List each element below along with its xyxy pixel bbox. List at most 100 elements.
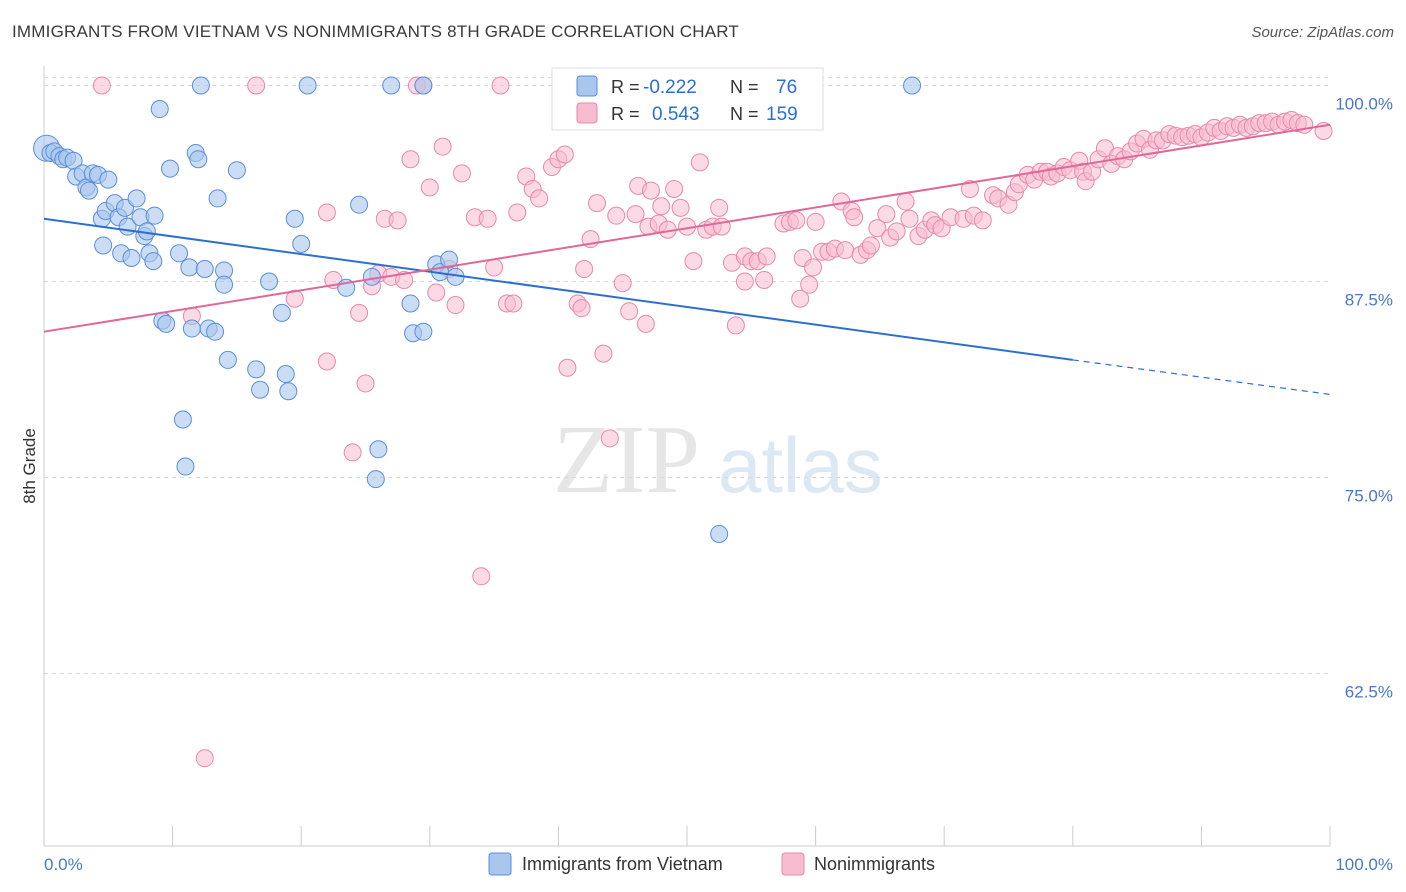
data-point-immigrants-from-vietnam bbox=[189, 150, 208, 169]
y-tick-label: 100.0% bbox=[1335, 95, 1393, 114]
data-point-immigrants-from-vietnam bbox=[127, 189, 146, 208]
data-point-nonimmigrants bbox=[861, 236, 880, 255]
data-point-immigrants-from-vietnam bbox=[440, 250, 459, 269]
y-tick-label: 87.5% bbox=[1345, 291, 1393, 310]
data-point-immigrants-from-vietnam bbox=[350, 195, 369, 214]
data-point-nonimmigrants bbox=[836, 241, 855, 260]
data-point-nonimmigrants bbox=[636, 314, 655, 333]
data-point-nonimmigrants bbox=[452, 164, 471, 183]
data-point-immigrants-from-vietnam bbox=[173, 410, 192, 429]
data-point-nonimmigrants bbox=[896, 192, 915, 211]
data-point-nonimmigrants bbox=[607, 206, 626, 225]
data-point-nonimmigrants bbox=[887, 222, 906, 241]
data-point-nonimmigrants bbox=[755, 270, 774, 289]
data-point-nonimmigrants bbox=[652, 197, 671, 216]
bottom-legend-swatch-blue bbox=[488, 852, 512, 876]
data-point-immigrants-from-vietnam bbox=[247, 360, 266, 379]
data-point-nonimmigrants bbox=[388, 211, 407, 230]
watermark-atlas: atlas bbox=[718, 421, 883, 509]
data-point-nonimmigrants bbox=[868, 219, 887, 238]
data-point-immigrants-from-vietnam bbox=[206, 322, 225, 341]
data-point-nonimmigrants bbox=[641, 181, 660, 200]
data-point-nonimmigrants bbox=[877, 205, 896, 224]
data-point-nonimmigrants bbox=[472, 567, 491, 586]
data-point-nonimmigrants bbox=[420, 178, 439, 197]
bottom-legend-label-pink: Nonimmigrants bbox=[814, 854, 935, 874]
data-point-nonimmigrants bbox=[92, 76, 111, 95]
data-point-nonimmigrants bbox=[446, 296, 465, 315]
trend-line-immigrants-from-vietnam bbox=[43, 217, 1073, 361]
data-point-nonimmigrants bbox=[800, 275, 819, 294]
data-point-immigrants-from-vietnam bbox=[157, 314, 176, 333]
data-point-nonimmigrants bbox=[900, 209, 919, 228]
watermark-zip: ZIP bbox=[553, 406, 700, 514]
bottom-legend-swatch-pink bbox=[781, 852, 805, 876]
data-point-nonimmigrants bbox=[317, 352, 336, 371]
data-point-nonimmigrants bbox=[558, 358, 577, 377]
data-point-immigrants-from-vietnam bbox=[298, 76, 317, 95]
data-point-immigrants-from-vietnam bbox=[362, 267, 381, 286]
data-point-immigrants-from-vietnam bbox=[276, 365, 295, 384]
data-point-nonimmigrants bbox=[787, 211, 806, 230]
x-tick-label: 0.0% bbox=[44, 855, 83, 874]
data-point-nonimmigrants bbox=[504, 294, 523, 313]
data-point-nonimmigrants bbox=[401, 150, 420, 169]
data-point-nonimmigrants bbox=[433, 137, 452, 156]
data-point-nonimmigrants bbox=[960, 180, 979, 199]
data-point-nonimmigrants bbox=[343, 443, 362, 462]
data-point-immigrants-from-vietnam bbox=[191, 76, 210, 95]
data-point-immigrants-from-vietnam bbox=[710, 524, 729, 543]
legend-r-value-pink: 0.543 bbox=[652, 104, 700, 125]
data-point-immigrants-from-vietnam bbox=[414, 76, 433, 95]
data-point-immigrants-from-vietnam bbox=[366, 470, 385, 489]
data-point-immigrants-from-vietnam bbox=[279, 382, 298, 401]
data-point-nonimmigrants bbox=[427, 283, 446, 302]
legend-swatch-blue bbox=[576, 75, 598, 97]
data-point-nonimmigrants bbox=[350, 303, 369, 322]
data-point-immigrants-from-vietnam bbox=[145, 206, 164, 225]
data-point-nonimmigrants bbox=[791, 289, 810, 308]
data-point-immigrants-from-vietnam bbox=[80, 181, 99, 200]
bottom-legend-label-blue: Immigrants from Vietnam bbox=[522, 854, 723, 874]
data-point-nonimmigrants bbox=[317, 203, 336, 222]
data-point-nonimmigrants bbox=[710, 198, 729, 217]
data-point-nonimmigrants bbox=[757, 247, 776, 266]
y-axis-title: 8th Grade bbox=[20, 428, 39, 504]
data-point-nonimmigrants bbox=[735, 272, 754, 291]
legend-r-value-blue: -0.222 bbox=[643, 77, 697, 98]
data-point-immigrants-from-vietnam bbox=[272, 303, 291, 322]
data-point-immigrants-from-vietnam bbox=[122, 249, 141, 267]
data-point-nonimmigrants bbox=[356, 374, 375, 393]
data-point-nonimmigrants bbox=[247, 76, 266, 95]
data-point-nonimmigrants bbox=[665, 180, 684, 199]
data-point-nonimmigrants bbox=[804, 258, 823, 277]
data-point-nonimmigrants bbox=[671, 198, 690, 217]
data-point-immigrants-from-vietnam bbox=[150, 100, 169, 119]
data-point-immigrants-from-vietnam bbox=[227, 161, 246, 180]
data-point-immigrants-from-vietnam bbox=[401, 294, 420, 313]
y-tick-label: 62.5% bbox=[1345, 683, 1393, 702]
data-point-immigrants-from-vietnam bbox=[180, 258, 199, 277]
data-point-immigrants-from-vietnam bbox=[215, 275, 234, 294]
series-nonimmigrants bbox=[92, 76, 1333, 768]
trend-line-extension-immigrants-from-vietnam bbox=[1072, 359, 1331, 396]
data-point-nonimmigrants bbox=[726, 316, 745, 335]
data-point-immigrants-from-vietnam bbox=[176, 457, 195, 476]
data-point-nonimmigrants bbox=[806, 212, 825, 231]
data-point-immigrants-from-vietnam bbox=[99, 170, 118, 189]
trend-lines bbox=[43, 123, 1331, 396]
data-point-nonimmigrants bbox=[572, 299, 591, 318]
data-point-nonimmigrants bbox=[485, 258, 504, 277]
legend-r-label: R = bbox=[611, 77, 640, 97]
legend-r-label: R = bbox=[611, 104, 640, 124]
data-point-immigrants-from-vietnam bbox=[195, 259, 214, 278]
data-point-nonimmigrants bbox=[395, 270, 414, 289]
data-point-immigrants-from-vietnam bbox=[382, 76, 401, 95]
data-point-immigrants-from-vietnam bbox=[251, 380, 270, 399]
source-label: Source: ZipAtlas.com bbox=[1251, 24, 1394, 41]
data-point-immigrants-from-vietnam bbox=[369, 440, 388, 459]
data-point-immigrants-from-vietnam bbox=[285, 209, 304, 228]
data-point-nonimmigrants bbox=[973, 211, 992, 230]
data-point-nonimmigrants bbox=[620, 302, 639, 321]
